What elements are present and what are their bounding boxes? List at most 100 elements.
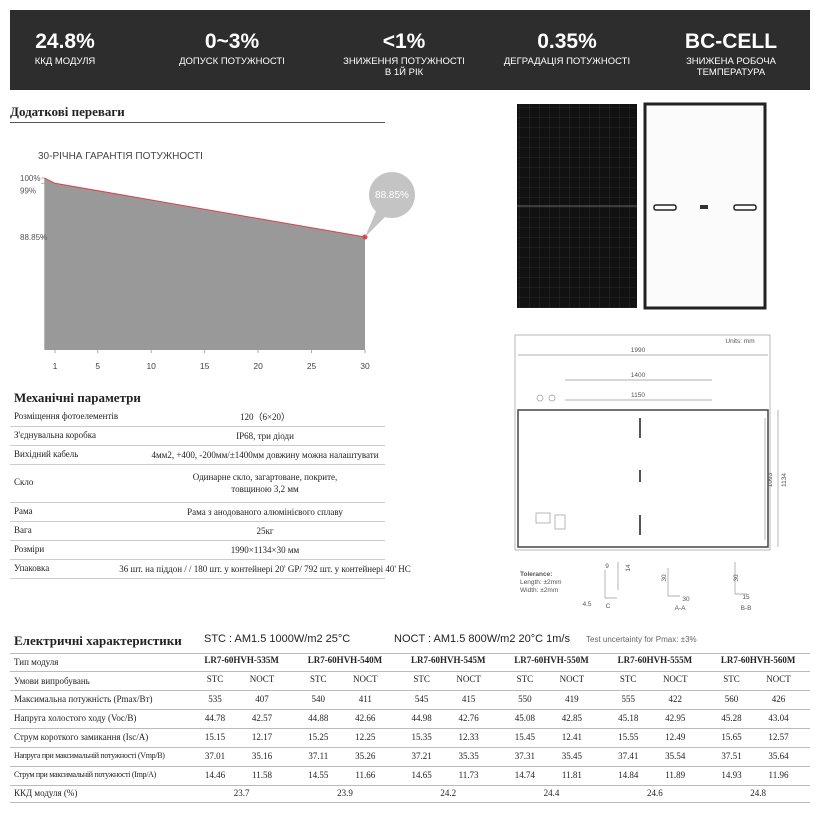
cell-value: 24.8 — [750, 788, 767, 798]
cell-value: 14.84 — [618, 770, 639, 780]
row-rule — [10, 502, 385, 503]
model-name: LR7-60HVH-540M — [307, 655, 383, 665]
cell-value: 14.74 — [514, 770, 536, 780]
cell-value: 535 — [208, 694, 222, 704]
model-name: LR7-60HVH-550M — [514, 655, 589, 665]
model-name: LR7-60HVH-560M — [720, 655, 796, 665]
cell-value: 42.76 — [458, 713, 479, 723]
callout — [365, 209, 387, 238]
dimension-label: 30 — [733, 574, 740, 582]
row-value: Одинарне скло, загартоване, покрите, тов… — [192, 472, 338, 494]
row-label: ККД модуля (%) — [14, 788, 78, 798]
cell-value: 37.11 — [308, 751, 329, 761]
header-label: ДЕГРАДАЦІЯ ПОТУЖНОСТІ — [503, 56, 631, 67]
cell-value: 15.65 — [721, 732, 742, 742]
row-label: Вага — [14, 524, 32, 535]
x-tick-label: 1 — [53, 361, 58, 371]
cell-value: 43.04 — [768, 713, 789, 723]
stc-conditions: STC : AM1.5 1000W/m2 25°C — [204, 633, 351, 645]
warranty-chart: 30-РІЧНА ГАРАНТІЯ ПОТУЖНОСТІ 88.85% 100% 99… — [20, 151, 415, 371]
row-label: Упаковка — [14, 562, 50, 573]
header-label: ККД МОДУЛЯ — [34, 56, 96, 67]
row-value: IP68, три діоди — [236, 430, 294, 441]
row-label: Умови випробувань — [14, 676, 90, 686]
row-label: Розміщення фотоелементів — [14, 410, 119, 421]
dimension-label: 14 — [625, 564, 632, 572]
dimension-label: 4.5 — [582, 601, 591, 608]
row-rule — [10, 464, 385, 465]
header-label: ЗНИЖЕННЯ ПОТУЖНОСТІ В 1Й РІК — [343, 56, 465, 78]
condition: NOCT — [662, 674, 688, 684]
units-note: Units: mm — [725, 338, 754, 345]
cell-value: 14.65 — [411, 770, 432, 780]
cell-value: 35.45 — [561, 751, 583, 761]
x-tick-label: 30 — [360, 361, 370, 371]
cell-value: 35.64 — [768, 751, 789, 761]
panel-photos — [517, 102, 767, 310]
cell-value: 422 — [668, 694, 682, 704]
section-label: B-B — [741, 605, 752, 612]
cell-value: 45.18 — [618, 713, 639, 723]
cell-value: 11.66 — [355, 770, 376, 780]
cell-value: 407 — [255, 694, 269, 704]
row-rule — [10, 540, 385, 541]
tolerance-note: Width: ±2mm — [520, 587, 558, 594]
cell-value: 550 — [518, 694, 532, 704]
cell-value: 35.26 — [355, 751, 376, 761]
cell-value: 545 — [414, 694, 429, 704]
cell-value: 12.33 — [458, 732, 479, 742]
cell-value: 11.73 — [458, 770, 479, 780]
cell-value: 35.35 — [458, 751, 479, 761]
y-tick-label: 99% — [20, 186, 36, 195]
row-rule — [10, 709, 810, 710]
row-value: Рама з анодованого алюмінієвого сплаву — [187, 506, 343, 517]
cell-value: 555 — [621, 694, 635, 704]
dimension-label: 30 — [682, 596, 690, 603]
header-value: <1% — [382, 30, 426, 53]
cell-value: 11.89 — [665, 770, 686, 780]
header-value: 0.35% — [537, 30, 597, 53]
header-label: ЗНИЖЕНА РОБОЧА ТЕМПЕРАТУРА — [686, 56, 776, 78]
condition: NOCT — [766, 674, 791, 684]
cell-value: 14.46 — [204, 770, 226, 780]
x-tick-label: 5 — [95, 361, 100, 371]
model-name: LR7-60HVH-535M — [204, 655, 279, 665]
connector — [733, 204, 757, 211]
header-bar — [10, 10, 810, 90]
area-fill — [44, 178, 366, 350]
line — [44, 177, 366, 238]
row-rule — [10, 445, 385, 446]
section-title: Механічні параметри — [14, 390, 141, 405]
cell-value: 12.41 — [561, 732, 583, 742]
cell-value: 35.16 — [251, 751, 273, 761]
junction-box — [700, 205, 708, 209]
row-rule — [10, 653, 810, 654]
cell-value: 24.6 — [646, 788, 663, 798]
row-value: 120（6×20） — [239, 411, 291, 422]
cell-value: 15.25 — [308, 732, 329, 742]
cell-value: 12.57 — [768, 732, 789, 742]
dimension-label: 15 — [742, 594, 750, 601]
dimension-label: 30 — [661, 574, 668, 582]
chart-title: 30-РІЧНА ГАРАНТІЯ ПОТУЖНОСТІ — [38, 151, 203, 162]
cell-value: 540 — [311, 694, 326, 704]
rule — [10, 122, 385, 123]
cell-value: 415 — [461, 694, 476, 704]
note: Test uncertainty for Pmax: ±3% — [586, 635, 697, 644]
cell-value: 37.31 — [514, 751, 536, 761]
condition: STC — [516, 674, 534, 684]
noct-conditions: NOCT : AM1.5 800W/m2 20°C 1m/s — [394, 633, 570, 645]
condition: NOCT — [559, 674, 585, 684]
connector — [653, 204, 677, 211]
cell-value: 560 — [724, 694, 739, 704]
row-value: 25кг — [256, 525, 274, 536]
cell-value: 23.9 — [337, 788, 353, 798]
cell-value: 15.45 — [514, 732, 536, 742]
dimension-label: 9 — [605, 563, 609, 570]
condition: STC — [723, 674, 740, 684]
row-rule — [10, 728, 810, 729]
cell-value: 11.81 — [561, 770, 582, 780]
row-rule — [10, 578, 385, 579]
condition: NOCT — [353, 674, 378, 684]
